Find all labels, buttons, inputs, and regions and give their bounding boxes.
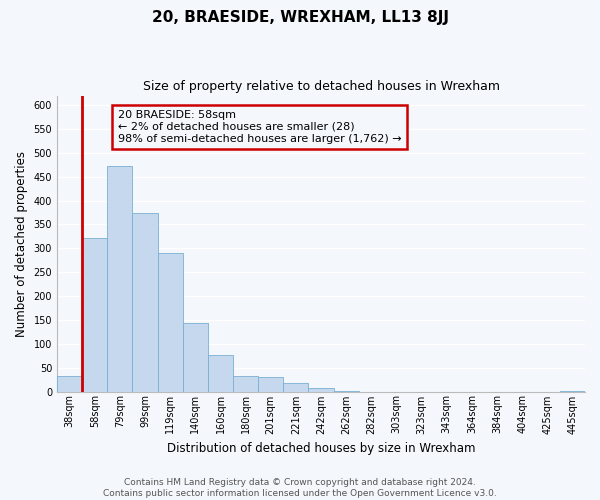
Bar [560,390,585,392]
Text: 20, BRAESIDE, WREXHAM, LL13 8JJ: 20, BRAESIDE, WREXHAM, LL13 8JJ [151,10,449,25]
Bar [107,166,133,392]
Bar [308,388,334,392]
Bar [57,376,82,392]
Bar [233,376,258,392]
Bar [283,384,308,392]
Bar [133,212,158,392]
Bar [183,324,208,392]
Bar [158,253,183,392]
Bar [82,238,107,392]
Bar [258,377,283,392]
Bar [208,355,233,392]
Text: 20 BRAESIDE: 58sqm
← 2% of detached houses are smaller (28)
98% of semi-detached: 20 BRAESIDE: 58sqm ← 2% of detached hous… [118,110,401,144]
X-axis label: Distribution of detached houses by size in Wrexham: Distribution of detached houses by size … [167,442,475,455]
Text: Contains HM Land Registry data © Crown copyright and database right 2024.
Contai: Contains HM Land Registry data © Crown c… [103,478,497,498]
Title: Size of property relative to detached houses in Wrexham: Size of property relative to detached ho… [143,80,500,93]
Y-axis label: Number of detached properties: Number of detached properties [15,150,28,336]
